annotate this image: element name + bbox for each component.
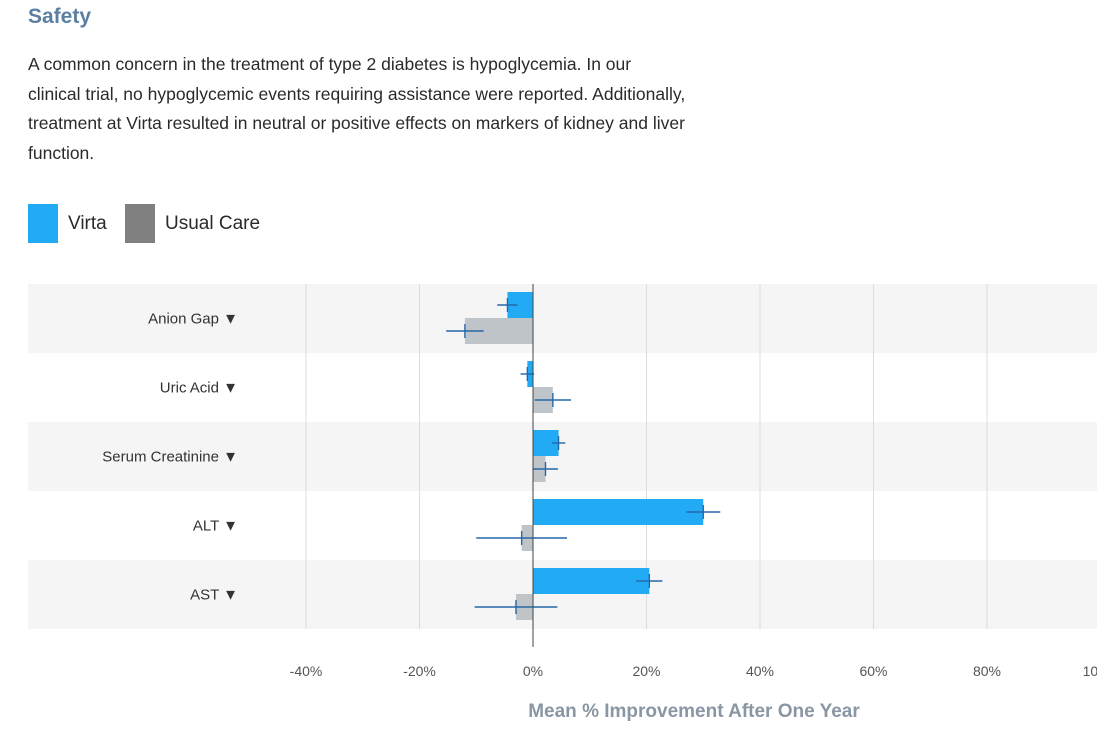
row-label: ALT ▼ [193, 518, 238, 535]
x-tick-label: 20% [632, 663, 660, 679]
x-tick-label: 80% [973, 663, 1001, 679]
x-tick-label: -40% [290, 663, 323, 679]
x-tick-label: 60% [859, 663, 887, 679]
row-band [28, 353, 1097, 422]
legend-item-usual-care[interactable]: Usual Care [125, 204, 260, 243]
row-band [28, 422, 1097, 491]
row-label: AST ▼ [190, 587, 238, 604]
legend-item-virta[interactable]: Virta [28, 204, 107, 243]
page-title: Safety [28, 5, 92, 28]
row-band [28, 284, 1097, 353]
x-tick-label: 0% [523, 663, 543, 679]
legend-label-virta: Virta [68, 212, 107, 234]
row-label: Anion Gap ▼ [148, 311, 238, 328]
row-label: Serum Creatinine ▼ [102, 449, 238, 466]
legend-swatch-virta [28, 204, 58, 243]
x-tick-label: -20% [403, 663, 436, 679]
legend-swatch-usual-care [125, 204, 155, 243]
bar-virta [533, 568, 650, 594]
bar-virta [533, 499, 704, 525]
legend-label-usual-care: Usual Care [165, 212, 261, 234]
x-tick-label: 100% [1083, 663, 1097, 679]
row-label: Uric Acid ▼ [160, 380, 238, 397]
intro-paragraph: A common concern in the treatment of typ… [28, 54, 686, 163]
x-tick-label: 40% [746, 663, 774, 679]
x-axis-title: Mean % Improvement After One Year [528, 701, 860, 722]
